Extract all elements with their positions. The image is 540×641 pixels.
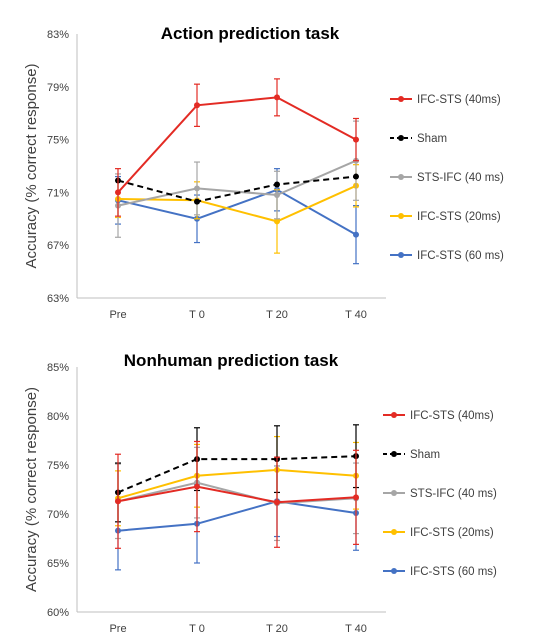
y-axis-label: Accuracy (% correct response): [23, 63, 40, 268]
series-line: [117, 468, 357, 500]
y-tick-label: 75%: [47, 135, 69, 147]
series-ifc-sts-60-ms: [115, 465, 359, 571]
legend-marker: [398, 135, 404, 141]
legend-item: STS-IFC (40 ms): [390, 172, 504, 184]
x-tick-label: T 40: [345, 309, 367, 321]
chart-title: Action prediction task: [161, 24, 340, 43]
x-tick-label: T 20: [266, 623, 288, 635]
series-ifc-sts-40ms: [115, 78, 359, 217]
y-tick-label: 80%: [47, 411, 69, 423]
legend-item: Sham: [390, 133, 447, 145]
data-point: [194, 102, 200, 109]
legend-item: IFC-STS (20ms): [390, 211, 501, 223]
data-point: [274, 218, 280, 225]
data-point: [194, 198, 200, 205]
legend-label: IFC-STS (20ms): [417, 211, 501, 223]
legend-marker: [391, 451, 397, 457]
legend-marker: [398, 96, 404, 102]
data-point: [274, 181, 280, 188]
legend-label: IFC-STS (40ms): [410, 410, 494, 422]
series-line: [117, 500, 357, 532]
chart-2: Nonhuman prediction task Accuracy (% corr…: [23, 351, 497, 635]
legend-item: IFC-STS (40ms): [390, 94, 501, 106]
legend-marker: [391, 490, 397, 496]
y-tick-label: 60%: [47, 607, 69, 619]
data-point: [274, 499, 280, 506]
y-tick-label: 83%: [47, 29, 69, 41]
legend-label: IFC-STS (60 ms): [417, 250, 504, 262]
y-tick-label: 70%: [47, 509, 69, 521]
x-tick-label: T 40: [345, 623, 367, 635]
data-point: [115, 189, 121, 196]
series-line: [117, 188, 357, 236]
legend-item: IFC-STS (40ms): [383, 410, 494, 422]
y-tick-label: 65%: [47, 558, 69, 570]
y-tick-label: 67%: [47, 240, 69, 252]
x-tick-label: T 0: [189, 309, 205, 321]
x-tick-label: Pre: [109, 623, 126, 635]
series-line: [117, 455, 357, 494]
legend-item: Sham: [383, 449, 440, 461]
legend-marker: [398, 174, 404, 180]
y-tick-label: 63%: [47, 293, 69, 305]
series-line: [117, 184, 357, 223]
series-ifc-sts-60-ms: [115, 168, 359, 265]
data-point: [274, 94, 280, 101]
chart-title: Nonhuman prediction task: [124, 351, 339, 370]
legend-label: Sham: [410, 449, 440, 461]
data-point: [353, 494, 359, 501]
legend-marker: [391, 568, 397, 574]
data-point: [194, 185, 200, 192]
data-point: [274, 192, 280, 199]
y-tick-label: 71%: [47, 187, 69, 199]
x-tick-label: Pre: [109, 309, 126, 321]
legend-marker: [391, 412, 397, 418]
legend-item: IFC-STS (20ms): [383, 527, 494, 539]
series-ifc-sts-40ms: [115, 440, 359, 549]
legend-marker: [398, 252, 404, 258]
legend-label: IFC-STS (60 ms): [410, 566, 497, 578]
legend-label: STS-IFC (40 ms): [417, 172, 504, 184]
data-point: [353, 231, 359, 238]
legend-item: STS-IFC (40 ms): [383, 488, 497, 500]
y-tick-label: 85%: [47, 362, 69, 374]
chart-1: Action prediction task Accuracy (% correc…: [23, 24, 504, 321]
series-line: [117, 159, 357, 207]
data-point: [115, 498, 121, 505]
legend-item: IFC-STS (60 ms): [390, 250, 504, 262]
legend-marker: [398, 213, 404, 219]
y-axis-label: Accuracy (% correct response): [23, 387, 40, 592]
y-tick-label: 75%: [47, 460, 69, 472]
y-tick-label: 79%: [47, 82, 69, 94]
series-line: [117, 175, 357, 203]
series-line: [117, 96, 357, 194]
x-tick-label: T 20: [266, 309, 288, 321]
legend-label: IFC-STS (20ms): [410, 527, 494, 539]
legend-label: Sham: [417, 133, 447, 145]
legend-label: IFC-STS (40ms): [417, 94, 501, 106]
legend-label: STS-IFC (40 ms): [410, 488, 497, 500]
data-point: [194, 483, 200, 490]
data-point: [353, 136, 359, 143]
data-point: [353, 173, 359, 180]
series-sts-ifc-40-ms: [115, 120, 359, 238]
series-line: [117, 485, 357, 504]
x-tick-label: T 0: [189, 623, 205, 635]
legend-marker: [391, 529, 397, 535]
legend-item: IFC-STS (60 ms): [383, 566, 497, 578]
